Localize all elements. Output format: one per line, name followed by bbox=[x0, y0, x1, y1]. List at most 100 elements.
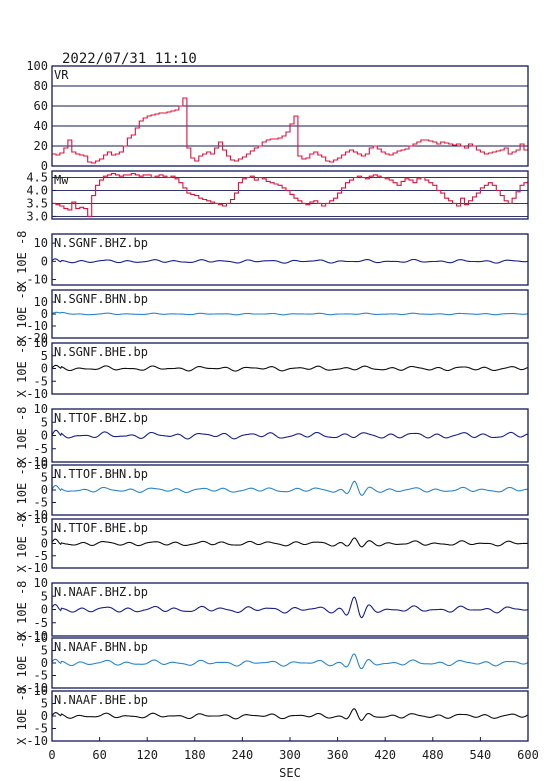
y-tick-label: 0 bbox=[41, 254, 48, 268]
panel-frame bbox=[51, 170, 529, 220]
y-tick-label: 3.5 bbox=[26, 196, 48, 210]
y-tick-label: -10 bbox=[26, 387, 48, 401]
panel-vr: 100 80 60 40 20 0 VR bbox=[26, 59, 529, 173]
x-tick-label: 420 bbox=[374, 748, 396, 762]
y-tick-label: 0 bbox=[41, 483, 48, 497]
series-line-naaf-bhe bbox=[51, 708, 529, 721]
y-tick-label: 40 bbox=[34, 119, 48, 133]
series-line-sgnf-bhz bbox=[51, 258, 529, 264]
y-tick-label: 10 bbox=[34, 631, 48, 645]
series-line-ttof-bhe bbox=[51, 537, 529, 548]
x-tick-label: 540 bbox=[470, 748, 492, 762]
y-axis-unit-label: X 10E -8 bbox=[15, 687, 29, 745]
date-time-header: 2022/07/31 11:10 bbox=[62, 51, 197, 67]
y-axis-unit-label: X 10E -8 bbox=[15, 340, 29, 398]
y-axis-unit-label: X 10E -8 bbox=[15, 581, 29, 639]
x-tick-label: 480 bbox=[422, 748, 444, 762]
y-tick-label: 5 bbox=[41, 644, 48, 658]
y-tick-label: 0 bbox=[41, 159, 48, 173]
panel-frame bbox=[51, 408, 529, 463]
y-tick-label: 10 bbox=[34, 512, 48, 526]
x-tick-label: 240 bbox=[232, 748, 254, 762]
series-line-naaf-bhz bbox=[51, 596, 529, 619]
y-tick-label: 5 bbox=[41, 589, 48, 603]
y-axis-unit-label: X 10E -8 bbox=[15, 231, 29, 289]
y-tick-label: 80 bbox=[34, 79, 48, 93]
panel-label: N.SGNF.BHE.bp bbox=[54, 345, 148, 359]
panel-frame bbox=[51, 65, 529, 167]
y-tick-label: -5 bbox=[34, 669, 48, 683]
panel-label: N.NAAF.BHE.bp bbox=[54, 693, 148, 707]
series-line-sgnf-bhn bbox=[51, 311, 529, 316]
panel-frame bbox=[51, 464, 529, 516]
y-axis-unit-label: X 10E -8 bbox=[15, 461, 29, 519]
y-tick-label: 10 bbox=[34, 684, 48, 698]
series-line-vr bbox=[52, 97, 529, 164]
x-tick-label: 360 bbox=[327, 748, 349, 762]
y-tick-label: -10 bbox=[26, 734, 48, 748]
panel-frame bbox=[51, 582, 529, 637]
y-axis-unit-label: X 10E -8 bbox=[15, 407, 29, 465]
y-tick-label: -10 bbox=[26, 319, 48, 333]
y-tick-label: 20 bbox=[34, 139, 48, 153]
series-line-ttof-bhz bbox=[51, 429, 529, 440]
panel-sgnf-bhn: 100-10-20 N.SGNF.BHN.bp X 10E -8 bbox=[15, 285, 529, 345]
y-tick-label: 4.0 bbox=[26, 183, 48, 197]
x-tick-label: 180 bbox=[184, 748, 206, 762]
y-tick-label: 4.5 bbox=[26, 170, 48, 184]
panel-label: N.TTOF.BHN.bp bbox=[54, 467, 148, 481]
series-line-naaf-bhn bbox=[51, 653, 529, 670]
x-tick-label: 60 bbox=[92, 748, 106, 762]
y-tick-label: -5 bbox=[34, 549, 48, 563]
y-tick-label: -10 bbox=[26, 561, 48, 575]
y-tick-label: 10 bbox=[34, 295, 48, 309]
y-tick-label: -10 bbox=[26, 273, 48, 287]
panel-frame bbox=[51, 518, 529, 569]
x-axis-label: SEC bbox=[279, 766, 301, 780]
panel-label: Mw bbox=[54, 173, 69, 187]
y-tick-label: 0 bbox=[41, 429, 48, 443]
y-tick-label: 0 bbox=[41, 537, 48, 551]
panel-label: N.NAAF.BHN.bp bbox=[54, 640, 148, 654]
y-tick-label: 10 bbox=[34, 402, 48, 416]
panel-label: N.SGNF.BHN.bp bbox=[54, 292, 148, 306]
y-tick-label: 3.0 bbox=[26, 209, 48, 223]
y-axis-unit-label: X 10E -8 bbox=[15, 285, 29, 343]
panel-label: N.SGNF.BHZ.bp bbox=[54, 236, 148, 250]
y-tick-label: -5 bbox=[34, 442, 48, 456]
y-tick-label: -10 bbox=[26, 455, 48, 469]
y-tick-label: 10 bbox=[34, 458, 48, 472]
y-tick-label: 5 bbox=[41, 524, 48, 538]
panel-label: VR bbox=[54, 68, 69, 82]
series-line-sgnf-bhe bbox=[51, 364, 529, 372]
panels-group: 100806040200VR4.54.03.53.0Mw100-10N.SGNF… bbox=[15, 59, 529, 748]
x-tick-label: 300 bbox=[279, 748, 301, 762]
panel-frame bbox=[51, 289, 529, 339]
y-axis-unit-label: X 10E -8 bbox=[15, 515, 29, 573]
y-tick-label: -5 bbox=[34, 374, 48, 388]
y-tick-label: -5 bbox=[34, 722, 48, 736]
y-tick-label: 5 bbox=[41, 471, 48, 485]
y-tick-label: -10 bbox=[26, 629, 48, 643]
x-tick-label: 0 bbox=[48, 748, 55, 762]
panel-frame bbox=[51, 233, 529, 286]
panel-frame bbox=[51, 637, 529, 689]
y-tick-label: 5 bbox=[41, 415, 48, 429]
y-tick-label: 0 bbox=[41, 307, 48, 321]
y-tick-label: -5 bbox=[34, 616, 48, 630]
panel-frame bbox=[51, 342, 529, 395]
y-tick-label: 10 bbox=[34, 576, 48, 590]
y-tick-label: -5 bbox=[34, 496, 48, 510]
x-tick-label: 600 bbox=[517, 748, 539, 762]
y-tick-label: 0 bbox=[41, 656, 48, 670]
y-tick-label: 60 bbox=[34, 99, 48, 113]
y-tick-label: 0 bbox=[41, 709, 48, 723]
y-tick-label: 5 bbox=[41, 697, 48, 711]
y-tick-label: -20 bbox=[26, 331, 48, 345]
x-tick-label: 120 bbox=[136, 748, 158, 762]
